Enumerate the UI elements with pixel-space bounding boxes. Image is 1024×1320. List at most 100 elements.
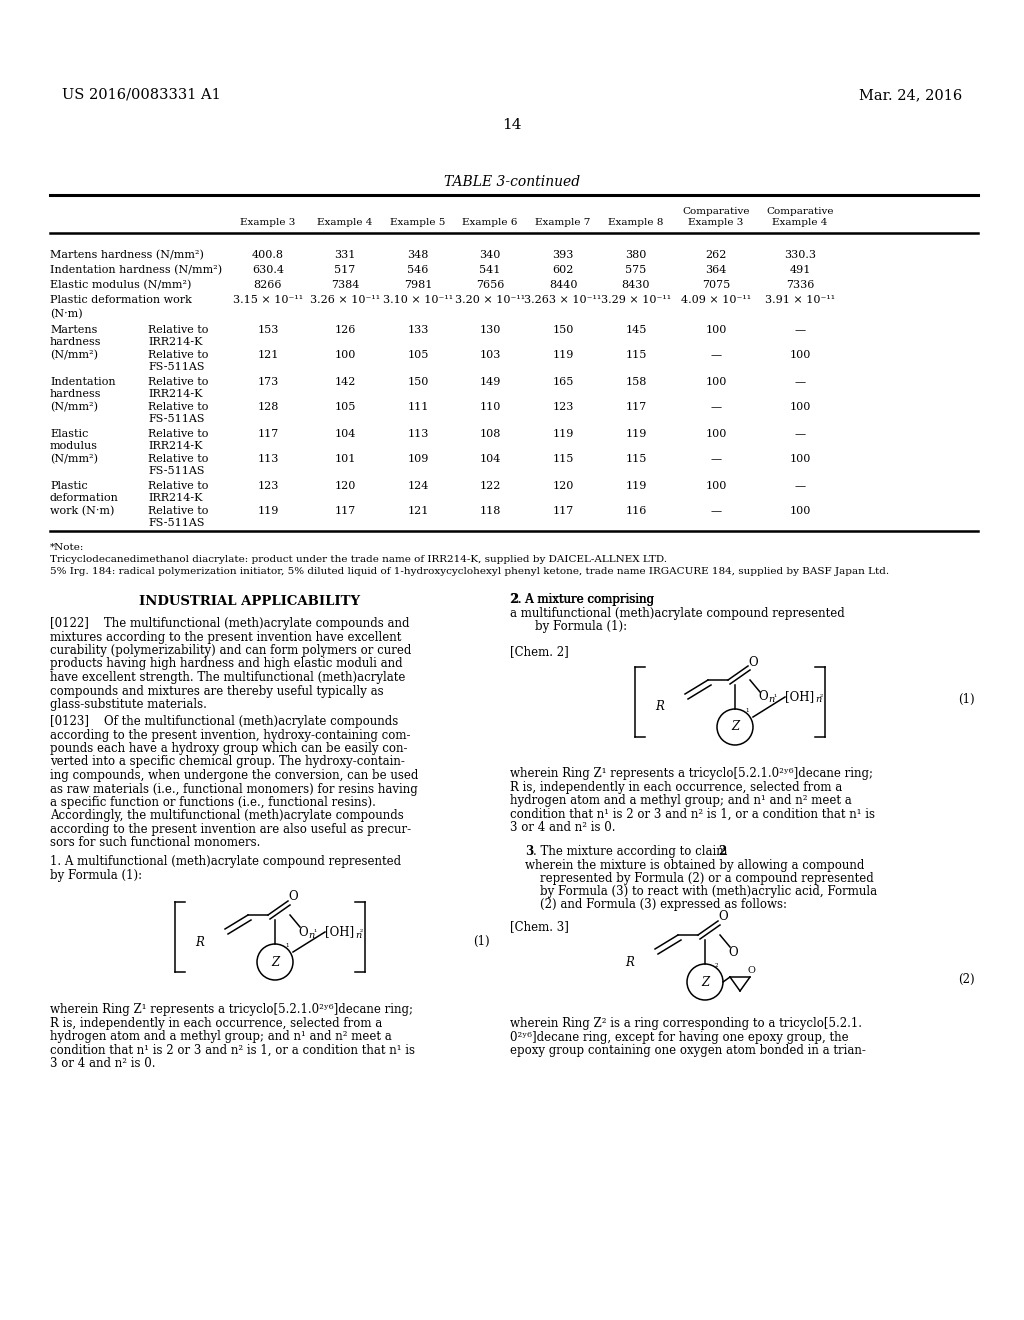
Text: n: n <box>768 696 774 705</box>
Text: —: — <box>711 350 722 360</box>
Text: [0123]    Of the multifunctional (meth)acrylate compounds: [0123] Of the multifunctional (meth)acry… <box>50 715 398 729</box>
Text: 119: 119 <box>626 429 647 440</box>
Text: 121: 121 <box>408 506 429 516</box>
Text: [Chem. 2]: [Chem. 2] <box>510 645 568 657</box>
Text: ²: ² <box>820 694 823 702</box>
Text: by Formula (1):: by Formula (1): <box>535 620 627 634</box>
Text: 7336: 7336 <box>785 280 814 290</box>
Text: IRR214-K: IRR214-K <box>148 389 203 399</box>
Text: 8430: 8430 <box>622 280 650 290</box>
Text: Z: Z <box>271 956 280 969</box>
Text: 104: 104 <box>479 454 501 465</box>
Text: IRR214-K: IRR214-K <box>148 337 203 347</box>
Text: 122: 122 <box>479 480 501 491</box>
Text: [OH]: [OH] <box>325 925 354 939</box>
Text: (2) and Formula (3) expressed as follows:: (2) and Formula (3) expressed as follows… <box>540 898 787 911</box>
Text: —: — <box>795 325 806 335</box>
Text: 630.4: 630.4 <box>252 265 284 275</box>
Text: O: O <box>728 945 737 958</box>
Text: 393: 393 <box>552 249 573 260</box>
Text: as raw materials (i.e., functional monomers) for resins having: as raw materials (i.e., functional monom… <box>50 783 418 796</box>
Text: 104: 104 <box>334 429 355 440</box>
Text: 4.09 × 10⁻¹¹: 4.09 × 10⁻¹¹ <box>681 294 751 305</box>
Text: 3 or 4 and n² is 0.: 3 or 4 and n² is 0. <box>50 1057 156 1071</box>
Text: [Chem. 3]: [Chem. 3] <box>510 920 569 933</box>
Text: Z: Z <box>701 975 709 989</box>
Text: ¹: ¹ <box>313 929 316 937</box>
Text: 119: 119 <box>626 480 647 491</box>
Text: —: — <box>711 454 722 465</box>
Text: FS-511AS: FS-511AS <box>148 466 205 477</box>
Text: 3.91 × 10⁻¹¹: 3.91 × 10⁻¹¹ <box>765 294 835 305</box>
Text: 165: 165 <box>552 378 573 387</box>
Text: n: n <box>308 931 314 940</box>
Text: FS-511AS: FS-511AS <box>148 414 205 424</box>
Text: O: O <box>758 690 768 704</box>
Text: (N/mm²): (N/mm²) <box>50 403 98 412</box>
Text: ing compounds, when undergone the conversion, can be used: ing compounds, when undergone the conver… <box>50 770 419 781</box>
Text: 3 or 4 and n² is 0.: 3 or 4 and n² is 0. <box>510 821 615 834</box>
Text: hardness: hardness <box>50 337 101 347</box>
Text: 262: 262 <box>706 249 727 260</box>
Text: TABLE 3-continued: TABLE 3-continued <box>444 176 580 189</box>
Text: compounds and mixtures are thereby useful typically as: compounds and mixtures are thereby usefu… <box>50 685 384 697</box>
Text: by Formula (3) to react with (meth)acrylic acid, Formula: by Formula (3) to react with (meth)acryl… <box>540 884 878 898</box>
Text: 380: 380 <box>626 249 647 260</box>
Text: glass-substitute materials.: glass-substitute materials. <box>50 698 207 711</box>
Text: 117: 117 <box>257 429 279 440</box>
Text: 100: 100 <box>706 325 727 335</box>
Text: ¹: ¹ <box>773 694 776 702</box>
Text: —: — <box>795 429 806 440</box>
Text: 130: 130 <box>479 325 501 335</box>
Text: 517: 517 <box>335 265 355 275</box>
Text: 115: 115 <box>626 454 647 465</box>
Text: 108: 108 <box>479 429 501 440</box>
Text: 117: 117 <box>626 403 646 412</box>
Text: Mar. 24, 2016: Mar. 24, 2016 <box>859 88 962 102</box>
Text: 145: 145 <box>626 325 647 335</box>
Text: 330.3: 330.3 <box>784 249 816 260</box>
Text: Plastic: Plastic <box>50 480 88 491</box>
Text: —: — <box>795 480 806 491</box>
Text: condition that n¹ is 2 or 3 and n² is 1, or a condition that n¹ is: condition that n¹ is 2 or 3 and n² is 1,… <box>510 808 874 821</box>
Text: wherein Ring Z¹ represents a tricyclo[5.2.1.0²ʸ⁶]decane ring;: wherein Ring Z¹ represents a tricyclo[5.… <box>50 1003 413 1016</box>
Text: 117: 117 <box>552 506 573 516</box>
Text: 100: 100 <box>334 350 355 360</box>
Text: O: O <box>748 966 756 975</box>
Text: FS-511AS: FS-511AS <box>148 362 205 372</box>
Text: O: O <box>298 925 307 939</box>
Text: curability (polymerizability) and can form polymers or cured: curability (polymerizability) and can fo… <box>50 644 412 657</box>
Text: ¹: ¹ <box>285 942 289 952</box>
Text: 2: 2 <box>510 593 518 606</box>
Text: . The mixture according to claim: . The mixture according to claim <box>534 845 731 858</box>
Text: 7384: 7384 <box>331 280 359 290</box>
Text: Elastic modulus (N/mm²): Elastic modulus (N/mm²) <box>50 280 191 290</box>
Text: 113: 113 <box>408 429 429 440</box>
Text: (N·m): (N·m) <box>50 309 83 319</box>
Text: wherein Ring Z¹ represents a tricyclo[5.2.1.0²ʸ⁶]decane ring;: wherein Ring Z¹ represents a tricyclo[5.… <box>510 767 873 780</box>
Text: Example 6: Example 6 <box>462 218 518 227</box>
Text: Example 3: Example 3 <box>241 218 296 227</box>
Text: Relative to: Relative to <box>148 350 208 360</box>
Text: R: R <box>655 701 664 714</box>
Text: Indentation hardness (N/mm²): Indentation hardness (N/mm²) <box>50 265 222 276</box>
Text: 541: 541 <box>479 265 501 275</box>
Text: modulus: modulus <box>50 441 98 451</box>
Text: 2: 2 <box>718 845 726 858</box>
Text: O: O <box>748 656 758 668</box>
Text: —: — <box>795 378 806 387</box>
Text: according to the present invention are also useful as precur-: according to the present invention are a… <box>50 822 411 836</box>
Text: —: — <box>711 506 722 516</box>
Text: 153: 153 <box>257 325 279 335</box>
Text: O: O <box>718 911 728 924</box>
Text: (2): (2) <box>958 973 975 986</box>
Text: 100: 100 <box>790 454 811 465</box>
Text: 119: 119 <box>552 350 573 360</box>
Text: 118: 118 <box>479 506 501 516</box>
Text: ²: ² <box>715 964 719 972</box>
Text: 100: 100 <box>706 378 727 387</box>
Text: have excellent strength. The multifunctional (meth)acrylate: have excellent strength. The multifuncti… <box>50 671 406 684</box>
Text: 119: 119 <box>257 506 279 516</box>
Text: 120: 120 <box>552 480 573 491</box>
Text: [OH]: [OH] <box>785 690 814 704</box>
